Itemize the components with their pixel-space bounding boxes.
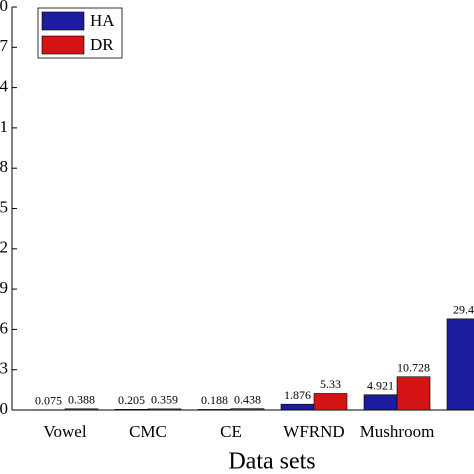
- y-tick-label: 6: [0, 318, 8, 337]
- data-label: 0.188: [201, 393, 228, 407]
- y-tick-label: 5: [0, 197, 8, 216]
- x-tick-label: Vowel: [43, 422, 86, 441]
- y-tick-label: 2: [0, 238, 8, 257]
- bar: [446, 318, 474, 411]
- data-label: 1.876: [284, 388, 311, 402]
- y-tick-label: 0: [0, 0, 8, 15]
- bar: [197, 409, 232, 411]
- data-label: 0.388: [68, 393, 95, 407]
- data-label: 4.921: [367, 378, 394, 392]
- x-tick-label: CE: [220, 422, 242, 441]
- data-label: 29.4: [453, 303, 474, 317]
- y-tick-label: 0: [0, 399, 8, 418]
- x-tick-label: WFRND: [283, 422, 344, 441]
- y-tick-label: 7: [0, 36, 9, 55]
- y-tick-label: 9: [0, 278, 8, 297]
- data-label: 10.728: [397, 360, 430, 374]
- legend-swatch: [41, 11, 85, 31]
- data-label: 0.205: [118, 393, 145, 407]
- legend-swatch: [41, 35, 85, 55]
- data-label: 0.438: [234, 392, 261, 406]
- y-tick-label: 8: [0, 157, 8, 176]
- legend-label: HA: [90, 11, 115, 30]
- x-axis-title: Data sets: [228, 449, 315, 474]
- x-tick-label: Mushroom: [360, 422, 435, 441]
- bar: [313, 393, 348, 411]
- y-tick-label: 4: [0, 77, 9, 96]
- data-label: 5.33: [320, 377, 341, 391]
- bar: [280, 403, 315, 411]
- bar: [64, 408, 99, 411]
- data-label: 0.075: [35, 394, 62, 408]
- y-tick-label: 1: [0, 117, 8, 136]
- bar: [230, 408, 265, 411]
- x-tick-label: CMC: [129, 422, 167, 441]
- bar: [114, 409, 149, 411]
- bar: [363, 394, 398, 411]
- bar: [147, 408, 182, 411]
- legend-label: DR: [90, 35, 114, 54]
- y-tick-label: 3: [0, 359, 8, 378]
- bar: [396, 376, 431, 411]
- data-label: 0.359: [151, 393, 178, 407]
